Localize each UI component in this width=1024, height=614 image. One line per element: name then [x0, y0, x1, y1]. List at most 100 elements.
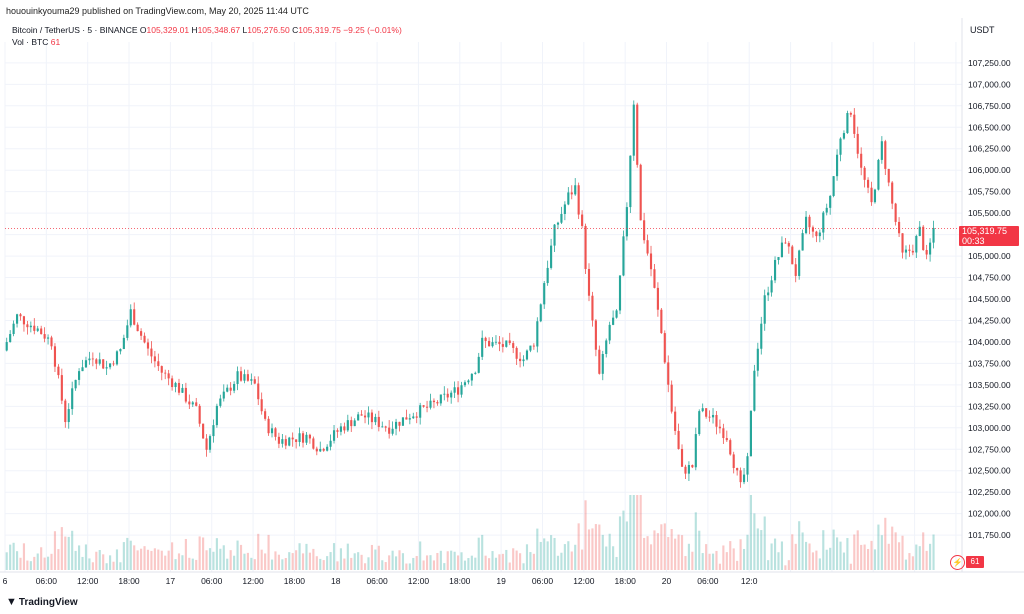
time-tick-label: 18:00 [118, 576, 140, 586]
candle-body [315, 448, 318, 452]
symbol-name[interactable]: Bitcoin / TetherUS · 5 · BINANCE [12, 25, 138, 35]
volume-bar [553, 537, 556, 570]
volume-bar [584, 500, 587, 570]
volume-bar [105, 563, 108, 570]
price-tick-label: 104,250.00 [968, 315, 1011, 325]
volume-bar [188, 557, 191, 570]
candle-body [29, 325, 32, 328]
volume-bar [415, 556, 418, 570]
candle-body [401, 417, 405, 426]
volume-bar [822, 530, 825, 570]
price-tick-label: 102,250.00 [968, 487, 1011, 497]
volume-bar [474, 557, 477, 570]
candle-body [205, 438, 208, 450]
volume-bar [639, 495, 642, 570]
volume-bar [898, 542, 901, 570]
candle-body [126, 325, 129, 338]
low-label: L [242, 25, 248, 35]
volume-bar [243, 553, 246, 570]
volume-bar [870, 540, 873, 570]
candle-body [457, 387, 460, 395]
volume-bar [15, 551, 19, 570]
volume-bar [422, 560, 425, 570]
candle-body [191, 402, 194, 405]
candle-body [308, 434, 311, 439]
volume-bar [9, 544, 12, 570]
volume-bar [860, 544, 863, 570]
candle-body [412, 416, 415, 419]
volume-bar [643, 537, 646, 570]
candle-body [343, 426, 346, 431]
candle-body [505, 340, 508, 347]
high-value: 105,348.67 [197, 25, 241, 35]
candle-body [64, 400, 67, 423]
candle-body [908, 249, 911, 251]
candle-body [522, 359, 525, 362]
volume-bar [463, 560, 467, 570]
candle-body [384, 426, 387, 428]
volume-bar [360, 554, 363, 570]
candle-body [711, 414, 715, 418]
volume-bar [12, 542, 15, 570]
price-tick-label: 105,500.00 [968, 208, 1011, 218]
candle-body [808, 216, 811, 228]
volume-label[interactable]: Vol · BTC [12, 37, 49, 47]
volume-bar [112, 561, 115, 570]
volume-bar [894, 532, 897, 570]
volume-bar [594, 524, 597, 570]
time-tick-label: 18:00 [449, 576, 471, 586]
volume-bar [488, 558, 491, 570]
volume-bar [887, 543, 890, 570]
currency-label[interactable]: USDT [970, 25, 995, 35]
candle-body [9, 334, 12, 343]
time-tick-label: 17 [166, 576, 176, 586]
tradingview-logo[interactable]: ▼ TradingView [6, 596, 78, 608]
brand-name: TradingView [18, 596, 78, 608]
volume-bar [677, 534, 680, 570]
time-tick-label: 06:00 [532, 576, 554, 586]
volume-bar [67, 536, 70, 570]
volume-bar [43, 557, 46, 570]
volume-bar [267, 534, 270, 570]
volume-bar [26, 560, 29, 570]
candle-body [174, 382, 177, 388]
candle-body [288, 437, 291, 446]
candle-body [705, 408, 708, 417]
candle-body [71, 388, 74, 410]
candle-body [543, 283, 546, 305]
candle-body [904, 249, 908, 253]
price-tick-label: 106,500.00 [968, 122, 1011, 132]
close-label: C [292, 25, 299, 35]
volume-bar [195, 559, 198, 570]
volume-bar [57, 549, 60, 570]
volume-bar [174, 559, 177, 570]
volume-bar [519, 553, 522, 570]
price-tick-label: 103,000.00 [968, 423, 1011, 433]
candle-body [684, 466, 687, 474]
candle-body [184, 387, 187, 402]
candle-body [367, 412, 370, 418]
candle-body [860, 153, 863, 168]
lightning-icon[interactable]: ⚡ [950, 555, 965, 570]
volume-bar [804, 541, 808, 570]
price-tick-label: 103,250.00 [968, 401, 1011, 411]
price-tick-label: 102,500.00 [968, 466, 1011, 476]
candle-body [60, 375, 63, 401]
volume-bar [140, 548, 143, 570]
candle-body [84, 360, 88, 368]
candle-body [863, 167, 866, 180]
volume-bar [556, 555, 560, 570]
candle-body [667, 362, 670, 385]
price-axis: 101,750.00 102,000.00 102,250.00 102,500.00… [0, 18, 1024, 573]
volume-bar [732, 548, 735, 570]
candle-body [129, 309, 132, 326]
candle-body [553, 224, 556, 246]
candle-body [453, 387, 456, 393]
candle-body [581, 214, 584, 226]
volume-bar [670, 529, 673, 570]
candle-body [770, 280, 773, 293]
candle-body [122, 337, 125, 350]
volume-bar [915, 544, 918, 570]
candle-body [725, 438, 728, 441]
